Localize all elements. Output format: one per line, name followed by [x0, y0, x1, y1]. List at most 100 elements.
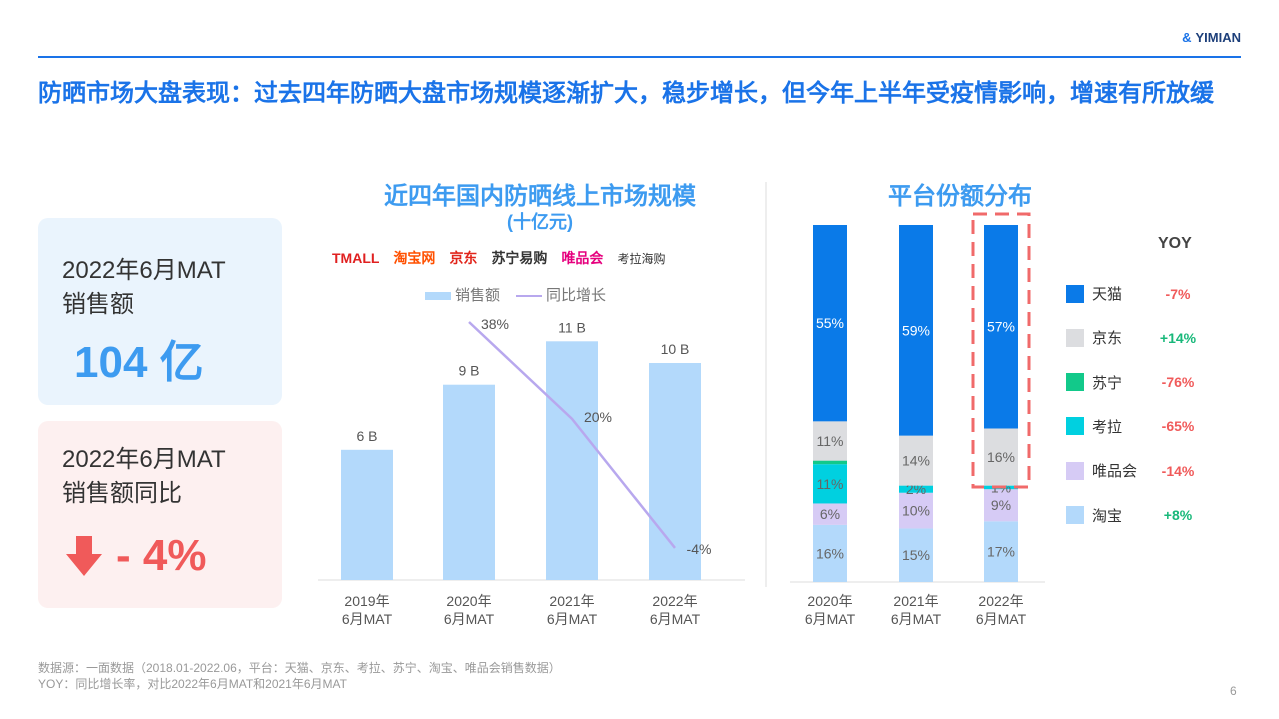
x-tick-label: 6月MAT — [547, 611, 598, 627]
legend-sales: 销售额 — [425, 284, 500, 305]
x-tick-label: 6月MAT — [976, 611, 1027, 627]
x-tick-label: 2021年 — [893, 593, 938, 609]
segment-label: 10% — [902, 503, 930, 519]
segment-label: 9% — [991, 497, 1011, 513]
line-label: 38% — [481, 316, 509, 332]
growth-label-2: 销售额同比 — [62, 480, 182, 507]
bar-label: 11 B — [558, 319, 586, 335]
legend-label: 天猫 — [1092, 286, 1123, 303]
segment-label: 11% — [817, 476, 844, 492]
growth-value-wrap: - 4% — [66, 531, 206, 581]
sales-card: 2022年6月MAT 销售额 104 亿 — [38, 218, 282, 405]
legend-yoy: -76% — [1161, 374, 1195, 391]
legend-label: 京东 — [1092, 330, 1123, 348]
segment-label: 16% — [816, 545, 844, 561]
footnote: 数据源：一面数据（2018.01-2022.06，平台：天猫、京东、考拉、苏宁、… — [38, 660, 561, 692]
bar-label: 6 B — [356, 428, 377, 444]
legend-sales-label: 销售额 — [455, 287, 501, 304]
bar-segment-京东 — [984, 428, 1018, 486]
page-title: 防晒市场大盘表现：过去四年防晒大盘市场规模逐渐扩大，稳步增长，但今年上半年受疫情… — [38, 80, 1214, 107]
bar-segment-考拉 — [813, 464, 847, 504]
segment-label: 59% — [902, 322, 930, 338]
x-tick-label: 6月MAT — [650, 611, 701, 627]
legend-growth-label: 同比增长 — [546, 287, 607, 304]
sales-label-1: 2022年6月MAT — [62, 257, 226, 284]
legend-item: 考拉 -65% — [1066, 416, 1226, 437]
bar-segment-唯品会 — [813, 503, 847, 525]
bar-segment-唯品会 — [899, 492, 933, 529]
brand-name: YIMIAN — [1195, 30, 1242, 45]
legend-yoy: +8% — [1163, 507, 1193, 523]
segment-label: 15% — [902, 547, 930, 563]
section-divider — [765, 182, 767, 587]
jd-logo: 京东 — [449, 250, 478, 266]
bar-segment-苏宁 — [813, 460, 847, 465]
x-tick-label: 6月MAT — [342, 611, 393, 627]
bar-segment-淘宝 — [899, 528, 933, 582]
legend-label: 唯品会 — [1092, 463, 1138, 481]
legend-swatch — [1066, 461, 1084, 480]
x-tick-label: 2020年 — [807, 593, 852, 609]
legend-swatch — [1066, 328, 1084, 347]
x-tick-label: 2022年 — [978, 593, 1023, 609]
legend-growth: 同比增长 — [516, 284, 606, 305]
bar-sales — [341, 449, 393, 580]
legend-item: 天猫 -7% — [1066, 283, 1226, 304]
x-tick-label: 6月MAT — [891, 611, 942, 627]
highlight-box — [971, 212, 1031, 489]
legend-label: 淘宝 — [1092, 507, 1123, 525]
x-tick-label: 2019年 — [344, 593, 389, 609]
page-number: 6 — [1230, 684, 1237, 698]
legend-yoy: -14% — [1161, 462, 1195, 479]
bar-sales — [443, 384, 495, 580]
growth-value: - 4% — [116, 531, 207, 580]
bar-sales — [649, 363, 701, 580]
growth-label: 2022年6月MAT 销售额同比 — [62, 443, 226, 511]
x-tick-label: 2020年 — [446, 593, 491, 609]
legend-swatch — [1066, 417, 1084, 436]
legend-item: 唯品会 -14% — [1066, 460, 1226, 481]
legend-item: 苏宁 -76% — [1066, 372, 1226, 393]
legend-yoy: -7% — [1165, 285, 1191, 302]
bar-segment-唯品会 — [984, 489, 1018, 522]
legend-yoy: -65% — [1161, 418, 1195, 435]
legend-label: 考拉 — [1092, 418, 1123, 436]
bar-segment-淘宝 — [984, 521, 1018, 582]
chart1-subtitle: (十亿元) — [507, 212, 573, 232]
kaola-logo: 考拉海购 — [617, 251, 666, 266]
bar-sales — [546, 341, 598, 580]
segment-label: 11% — [817, 433, 844, 449]
segment-label: 17% — [987, 544, 1015, 560]
x-tick-label: 2021年 — [549, 593, 594, 609]
vip-logo: 唯品会 — [561, 250, 604, 266]
bar-label: 10 B — [661, 341, 690, 357]
bar-segment-京东 — [899, 435, 933, 486]
chart1-legend: 销售额 同比增长 — [425, 284, 606, 305]
sales-value: 104 亿 — [74, 338, 204, 387]
bar-segment-淘宝 — [813, 524, 847, 582]
segment-label: 6% — [820, 506, 840, 522]
growth-card: 2022年6月MAT 销售额同比 - 4% — [38, 421, 282, 608]
growth-label-1: 2022年6月MAT — [62, 446, 226, 473]
legend-swatch — [1066, 284, 1084, 303]
x-tick-label: 6月MAT — [444, 611, 495, 627]
legend-swatch — [1066, 506, 1084, 524]
x-tick-label: 6月MAT — [805, 611, 856, 627]
suning-logo: 苏宁易购 — [491, 250, 548, 266]
segment-label: 55% — [816, 315, 844, 331]
sales-label: 2022年6月MAT 销售额 — [62, 254, 226, 322]
arrow-down-icon — [66, 536, 102, 576]
brand-logo: & YIMIAN — [1182, 30, 1241, 45]
bar-segment-京东 — [813, 421, 847, 461]
bar-label: 9 B — [458, 363, 479, 379]
segment-label: 14% — [902, 453, 930, 469]
line-label: 20% — [584, 409, 612, 425]
legend-yoy: +14% — [1159, 329, 1197, 346]
logo-mark-icon: & — [1182, 30, 1192, 45]
x-tick-label: 2022年 — [652, 593, 697, 609]
legend-item: 淘宝 +8% — [1066, 505, 1226, 526]
footnote-source: 数据源：一面数据（2018.01-2022.06，平台：天猫、京东、考拉、苏宁、… — [38, 661, 561, 675]
bar-segment-天猫 — [984, 225, 1018, 429]
segment-label: 57% — [987, 319, 1015, 335]
